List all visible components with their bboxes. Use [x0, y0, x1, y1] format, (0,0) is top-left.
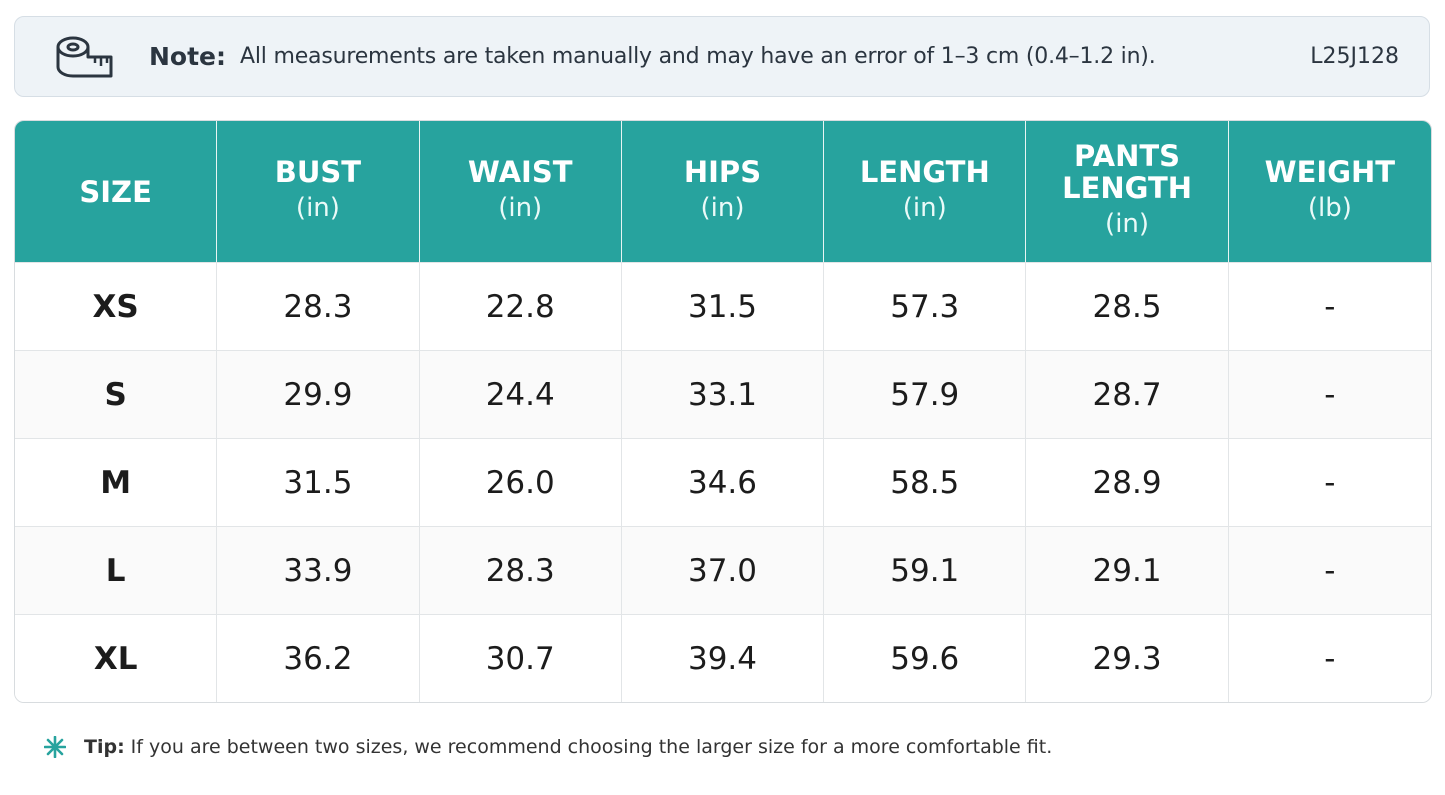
tip-icon: [44, 736, 66, 758]
value-cell: -: [1228, 614, 1431, 702]
table-head: SIZE BUST (in) WAIST (in) HIPS (in) LENGTH (in) P…: [15, 121, 1431, 262]
note-label: Note:: [149, 42, 227, 71]
header-name: HIPS: [683, 154, 762, 189]
value-cell: -: [1228, 526, 1431, 614]
header-cell: BUST (in): [217, 121, 420, 262]
header-cell: WAIST (in): [419, 121, 622, 262]
value-cell: 34.6: [621, 438, 825, 526]
value-cell: 59.1: [824, 526, 1027, 614]
value-cell: 30.7: [419, 614, 622, 702]
size-cell: M: [15, 438, 218, 526]
header-cell: PANTS LENGTH (in): [1026, 121, 1229, 262]
value-cell: 36.2: [217, 614, 420, 702]
header-name: BUST: [274, 154, 362, 189]
header-name: WEIGHT: [1264, 154, 1396, 189]
table-row: M 31.5 26.0 34.6 58.5 28.9-: [15, 438, 1431, 526]
value-cell: 33.9: [217, 526, 420, 614]
table-row: L 33.9 28.3 37.0 59.1 29.1-: [15, 526, 1431, 614]
value-cell: 59.6: [824, 614, 1027, 702]
header-cell: HIPS (in): [621, 121, 825, 262]
value-cell: 28.9: [1026, 438, 1229, 526]
header-unit: (in): [498, 192, 543, 223]
value-cell: 28.7: [1026, 350, 1229, 438]
value-cell: -: [1228, 350, 1431, 438]
size-cell: XL: [15, 614, 218, 702]
header-name: LENGTH: [859, 154, 990, 189]
value-cell: 31.5: [621, 262, 825, 350]
tip-label: Tip:: [84, 736, 125, 758]
table-row: S 29.9 24.4 33.1 57.9 28.7-: [15, 350, 1431, 438]
value-cell: 31.5: [217, 438, 420, 526]
value-cell: 26.0: [419, 438, 622, 526]
value-cell: 29.3: [1026, 614, 1229, 702]
value-cell: -: [1228, 438, 1431, 526]
value-cell: 29.9: [217, 350, 420, 438]
value-cell: 24.4: [419, 350, 622, 438]
value-cell: 22.8: [419, 262, 622, 350]
value-cell: 29.1: [1026, 526, 1229, 614]
value-cell: -: [1228, 262, 1431, 350]
value-cell: 57.9: [824, 350, 1027, 438]
value-cell: 39.4: [621, 614, 825, 702]
note-banner: Note: All measurements are taken manuall…: [14, 16, 1430, 97]
size-table: SIZE BUST (in) WAIST (in) HIPS (in) LENGTH (in) P…: [14, 120, 1432, 703]
header-unit: (in): [295, 192, 340, 223]
table-row: XL 36.2 30.7 39.4 59.6 29.3-: [15, 614, 1431, 702]
header-unit: (in): [1105, 208, 1150, 239]
tip: Tip: If you are between two sizes, we re…: [44, 736, 1052, 758]
header-cell: LENGTH (in): [824, 121, 1027, 262]
value-cell: 58.5: [824, 438, 1027, 526]
value-cell: 28.5: [1026, 262, 1229, 350]
value-cell: 28.3: [217, 262, 420, 350]
size-cell: XS: [15, 262, 218, 350]
header-cell: SIZE: [15, 121, 218, 262]
size-cell: L: [15, 526, 218, 614]
header-name: PANTS LENGTH: [1062, 138, 1192, 205]
value-cell: 28.3: [419, 526, 622, 614]
header-unit: (lb): [1307, 192, 1352, 223]
tip-text: If you are between two sizes, we recomme…: [130, 736, 1053, 758]
header-cell: WEIGHT (lb): [1228, 121, 1431, 262]
table-body: XS 28.3 22.8 31.5 57.3 28.5- S 29.9 24.4 33.1 57.9…: [15, 262, 1431, 702]
value-cell: 33.1: [621, 350, 825, 438]
value-cell: 57.3: [824, 262, 1027, 350]
header-unit: (in): [700, 192, 745, 223]
header-row: SIZE BUST (in) WAIST (in) HIPS (in) LENGTH (in) P…: [15, 121, 1431, 262]
header-unit: (in): [902, 192, 947, 223]
product-code: L25J128: [1310, 44, 1399, 69]
note-text: All measurements are taken manually and …: [240, 44, 1156, 69]
header-name: SIZE: [79, 174, 152, 209]
size-cell: S: [15, 350, 218, 438]
table-row: XS 28.3 22.8 31.5 57.3 28.5-: [15, 262, 1431, 350]
header-name: WAIST: [467, 154, 573, 189]
tape-icon: [56, 36, 113, 77]
value-cell: 37.0: [621, 526, 825, 614]
